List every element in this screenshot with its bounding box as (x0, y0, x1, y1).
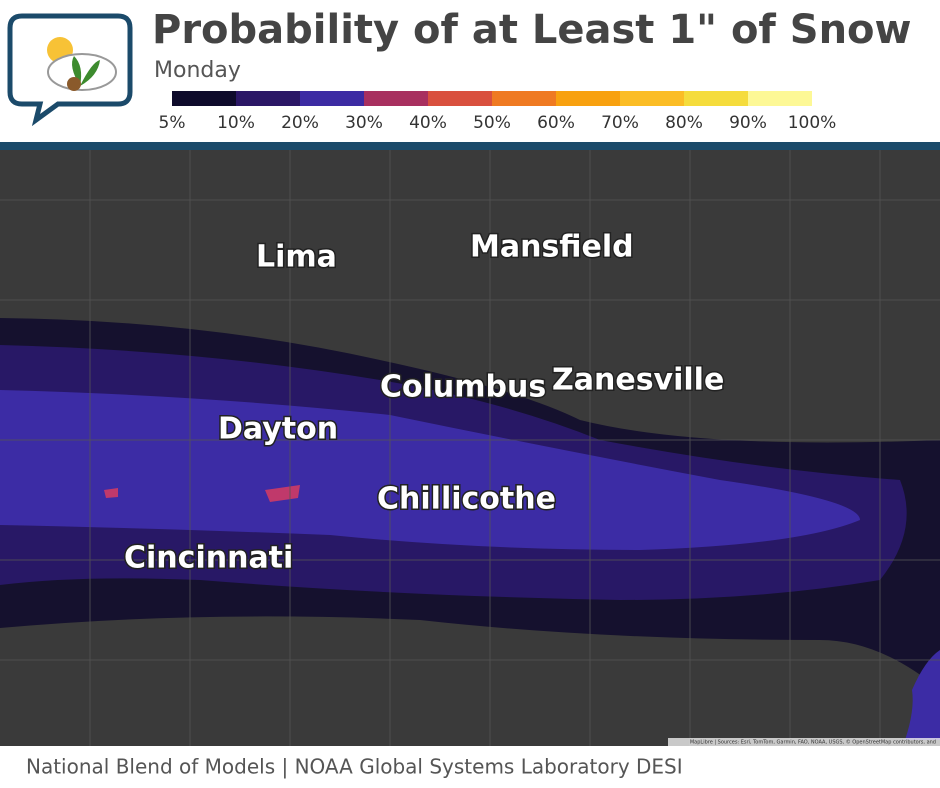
legend: 5% 10% 20% 30% 40% 50% 60% 70% 80% 90% 100% (159, 91, 837, 133)
legend-swatch (748, 91, 812, 106)
legend-label: 40% (409, 113, 447, 133)
legend-swatch (300, 91, 364, 106)
legend-label: 100% (788, 113, 837, 133)
legend-label: 70% (601, 113, 639, 133)
city-label: Mansfield (470, 230, 634, 265)
city-label: Lima (256, 240, 337, 275)
footer-text: National Blend of Models | NOAA Global S… (26, 755, 683, 779)
legend-label: 60% (537, 113, 575, 133)
legend-swatch (236, 91, 300, 106)
map: Lima Mansfield Columbus Zanesville Dayto… (0, 150, 940, 746)
legend-label: 30% (345, 113, 383, 133)
legend-label: 90% (729, 113, 767, 133)
legend-label: 10% (217, 113, 255, 133)
legend-swatch (492, 91, 556, 106)
legend-swatch (556, 91, 620, 106)
legend-swatch (364, 91, 428, 106)
attribution: MapLibre | Sources: Esri, TomTom, Garmin… (690, 739, 936, 746)
legend-swatch (428, 91, 492, 106)
title: Probability of at Least 1" of Snow (152, 7, 911, 53)
divider (0, 142, 940, 150)
legend-label: 5% (159, 113, 186, 133)
city-label: Chillicothe (377, 482, 556, 517)
city-label: Dayton (218, 412, 338, 447)
legend-swatch (684, 91, 748, 106)
legend-swatch (172, 91, 236, 106)
city-label: Columbus (380, 370, 546, 405)
legend-label: 80% (665, 113, 703, 133)
legend-swatch (620, 91, 684, 106)
city-label: Zanesville (552, 363, 724, 398)
legend-label: 20% (281, 113, 319, 133)
legend-label: 50% (473, 113, 511, 133)
city-label: Cincinnati (124, 541, 293, 576)
logo (7, 13, 133, 127)
subtitle: Monday (154, 58, 241, 83)
